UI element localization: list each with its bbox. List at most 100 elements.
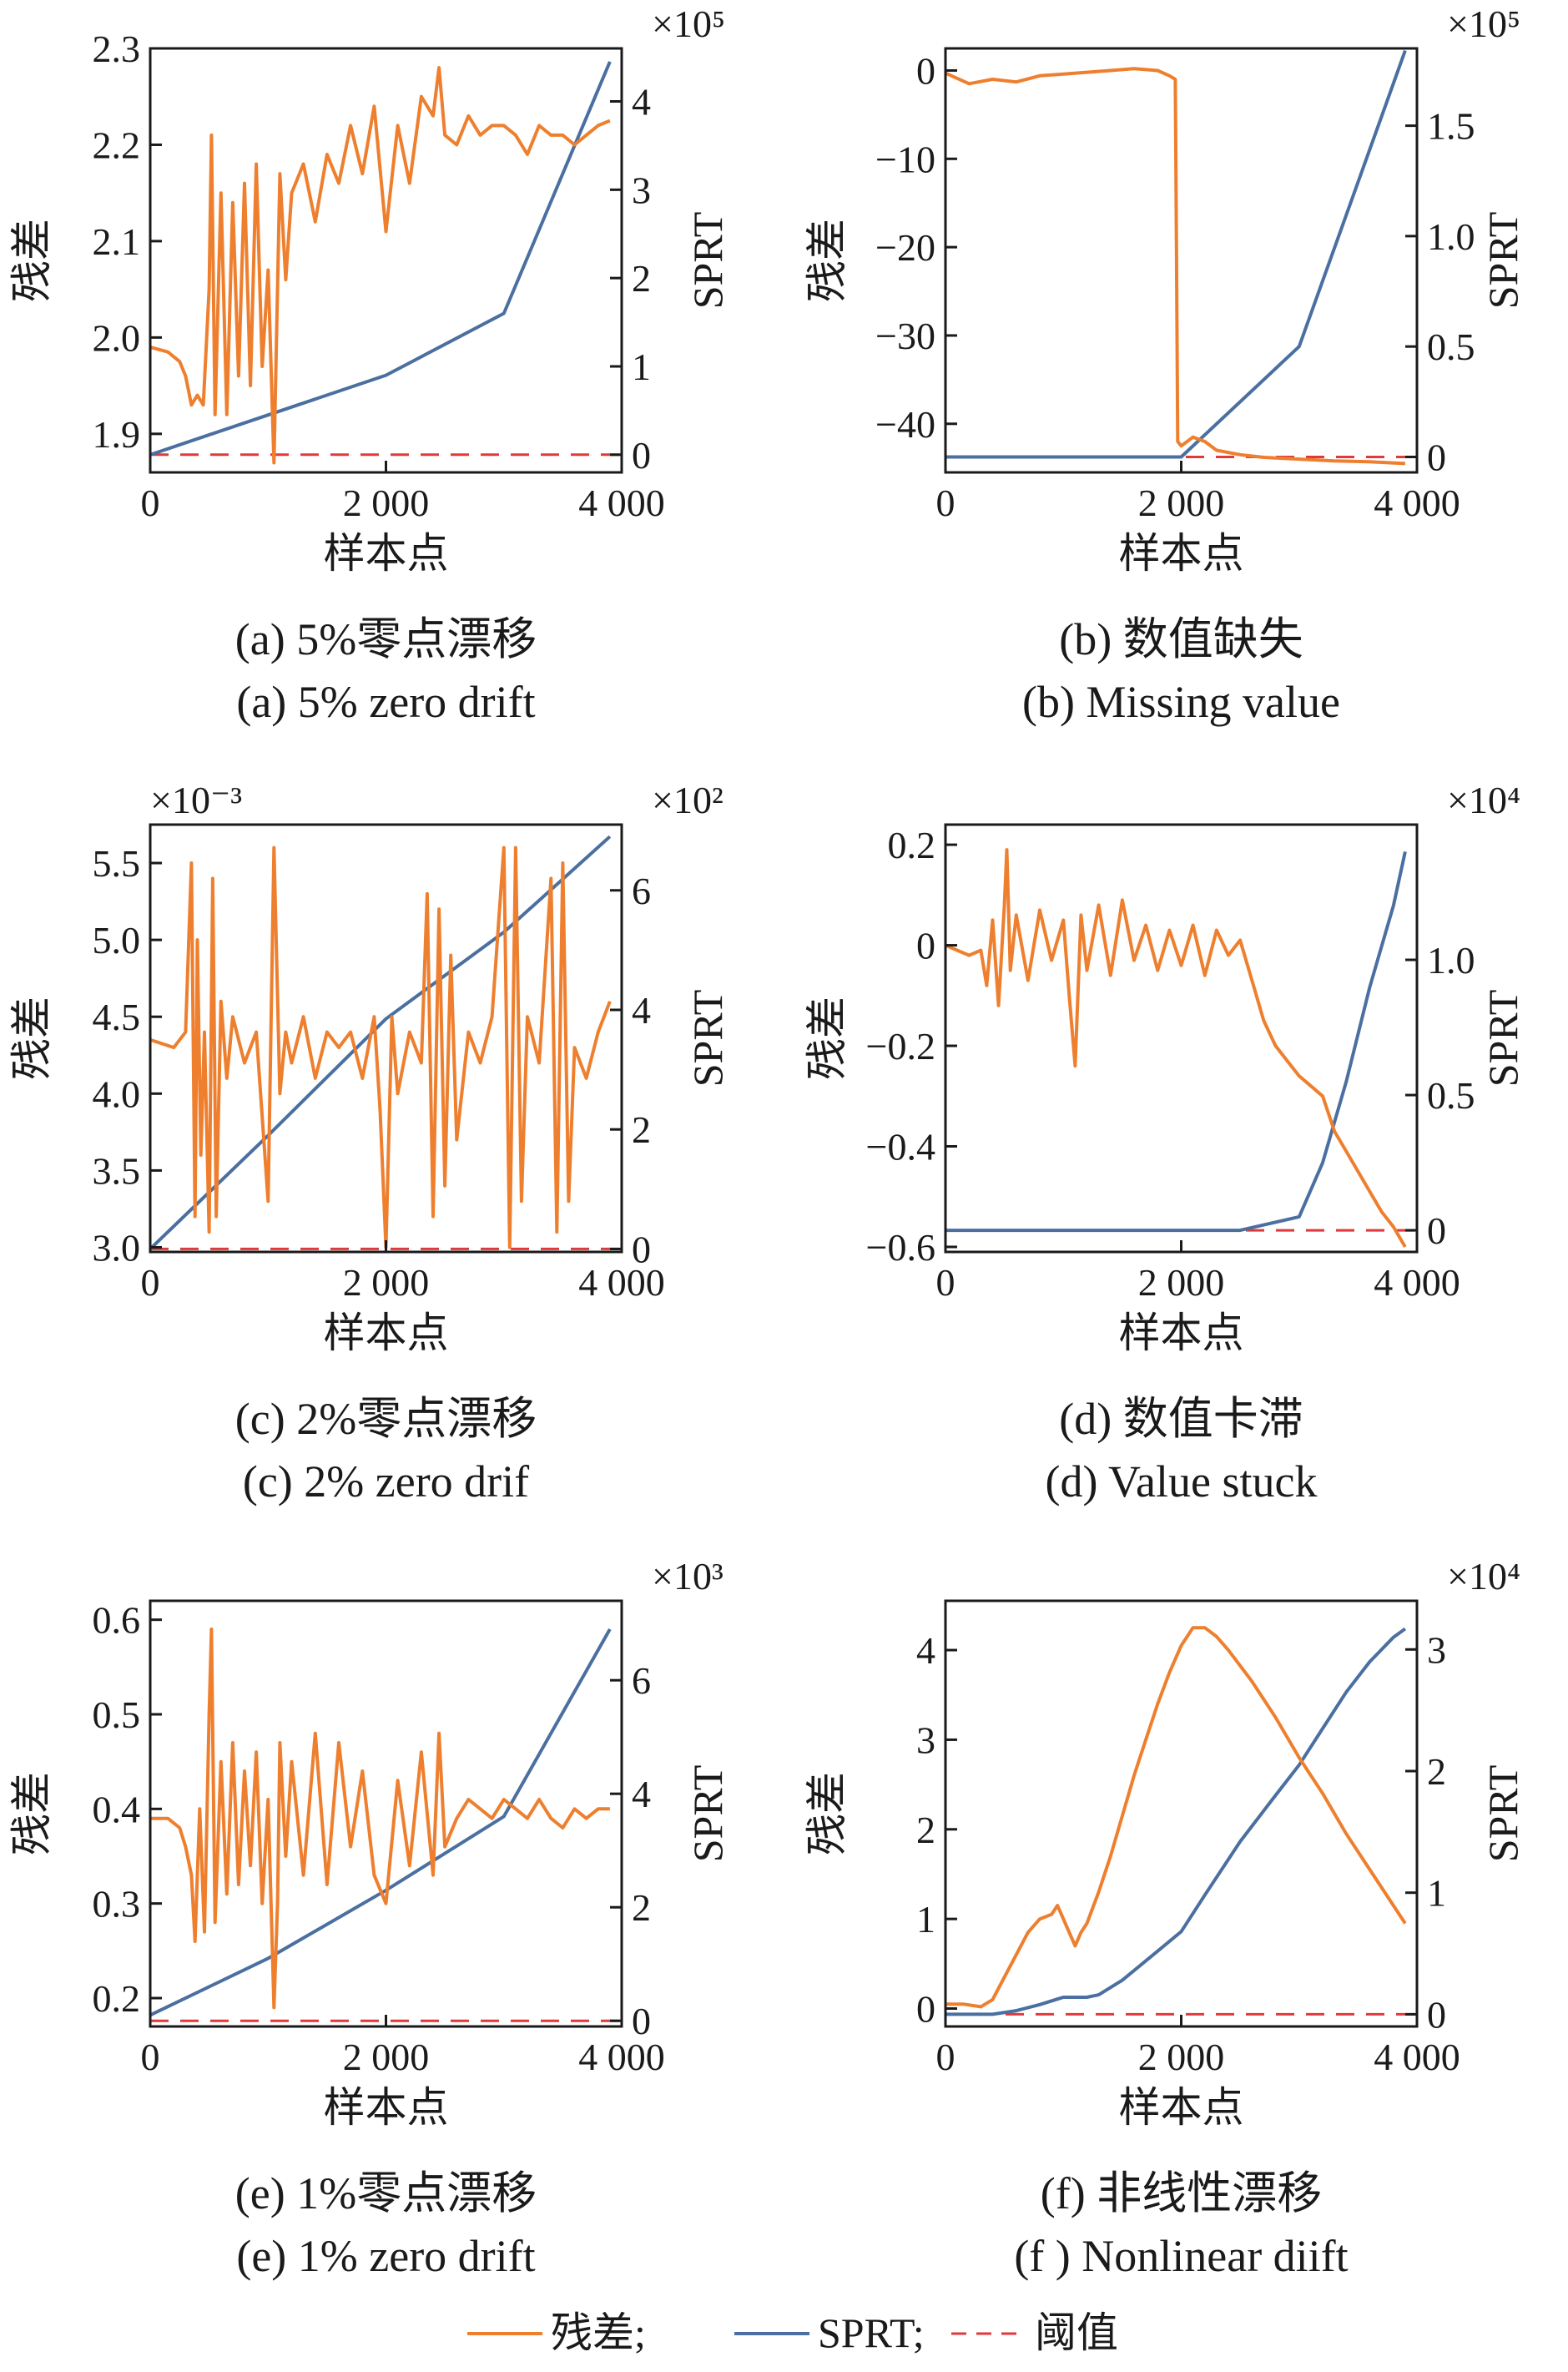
series-group [150,835,622,1250]
legend-label-2: 阈值 [1035,2309,1118,2356]
series-group [150,61,622,465]
left-tick-label: −40 [875,403,935,446]
right-tick-label: 0.5 [1427,1074,1475,1117]
right-tick-label: 6 [632,870,651,912]
right-tick-label: 0 [1427,1993,1446,2036]
series-group [945,848,1417,1249]
caption-cn: (e) 1%零点漂移 [235,2168,537,2218]
left-tick-label: 0.3 [93,1883,141,1925]
left-tick-label: 0.2 [888,824,936,866]
left-exponent-label: ×10⁻³ [150,779,242,821]
right-tick-label: 1.0 [1427,215,1475,258]
right-axis-label: SPRT [684,1765,731,1863]
x-tick-label: 4 000 [578,2036,665,2078]
residual-line [945,67,1405,466]
left-tick-label: 2.3 [93,28,141,70]
x-tick-label: 4 000 [1374,1261,1460,1304]
left-axis-label: 残差 [804,997,850,1080]
left-tick-label: −0.4 [866,1126,935,1168]
left-tick-label: 4.5 [93,996,141,1038]
right-tick-label: 0 [1427,436,1446,478]
left-tick-label: 5.0 [93,919,141,961]
left-tick-label: 0 [916,925,935,967]
caption-en: (a) 5% zero drift [236,677,535,727]
caption-cn: (b) 数值缺失 [1059,614,1303,664]
sprt-line [150,835,612,1250]
right-tick-label: 0 [1427,1209,1446,1252]
sprt-line [945,49,1407,459]
right-tick-label: 2 [1427,1750,1446,1793]
right-tick-label: 0 [632,434,651,477]
x-axis-label: 样本点 [324,530,449,577]
residual-line [150,66,611,465]
x-tick-label: 4 000 [1374,2036,1460,2078]
x-tick-label: 4 000 [578,1261,665,1304]
x-tick-label: 0 [141,2036,160,2078]
right-exponent-label: ×10⁵ [652,3,725,45]
left-axis-label: 残差 [804,1772,850,1855]
sprt-line [150,61,612,457]
left-tick-label: −0.2 [866,1025,935,1067]
caption-cn: (c) 2%零点漂移 [235,1394,537,1444]
left-axis-label: 残差 [8,219,55,302]
left-tick-label: −10 [875,138,935,180]
left-tick-label: 0.6 [93,1599,141,1642]
left-axis-label: 残差 [8,1772,55,1855]
caption-cn: (d) 数值卡滞 [1059,1394,1303,1444]
x-tick-label: 4 000 [1374,482,1460,524]
plot-frame [944,47,1419,474]
caption-cn: (f) 非线性漂移 [1041,2168,1322,2218]
left-tick-label: −0.6 [866,1226,935,1269]
sprt-line [945,850,1407,1233]
left-axis-label: 残差 [8,997,55,1080]
left-axis-label: 残差 [804,219,850,302]
x-tick-label: 2 000 [343,1261,430,1304]
right-tick-label: 2 [632,1108,651,1151]
right-tick-label: 6 [632,1659,651,1702]
series-group [945,1626,1417,2016]
right-tick-label: 2 [632,1886,651,1929]
right-exponent-label: ×10³ [652,1555,723,1597]
series-group [150,1628,622,2022]
right-exponent-label: ×10⁴ [1447,1555,1520,1597]
right-tick-label: 4 [632,81,651,124]
left-tick-label: 1.9 [93,413,141,456]
left-tick-label: 0.4 [93,1788,141,1830]
right-tick-label: 0.5 [1427,326,1475,368]
right-tick-label: 1 [1427,1872,1446,1915]
legend: 残差; SPRT; 阈值 [467,2309,1118,2356]
sprt-line [945,1627,1407,2016]
right-tick-label: 2 [632,257,651,300]
x-tick-label: 0 [936,2036,955,2078]
caption-en: (b) Missing value [1022,677,1340,727]
left-tick-label: 0.5 [93,1693,141,1736]
right-tick-label: 4 [632,989,651,1032]
x-axis-label: 样本点 [1119,530,1244,577]
series-group [945,49,1417,466]
right-exponent-label: ×10⁵ [1447,3,1520,45]
x-tick-label: 0 [936,1261,955,1304]
x-tick-label: 0 [141,1261,160,1304]
right-tick-label: 4 [632,1773,651,1815]
x-axis-label: 样本点 [1119,2084,1244,2131]
x-axis-label: 样本点 [1119,1310,1244,1356]
caption-en: (d) Value stuck [1046,1456,1318,1506]
right-exponent-label: ×10⁴ [1447,779,1520,821]
x-tick-label: 2 000 [1138,2036,1225,2078]
x-axis-label: 样本点 [324,1310,449,1356]
left-tick-label: 2.2 [93,124,141,166]
right-axis-label: SPRT [684,990,731,1088]
right-axis-label: SPRT [684,212,731,310]
caption-en: (e) 1% zero drift [236,2231,535,2281]
residual-line [945,1626,1407,2009]
x-tick-label: 4 000 [578,482,665,524]
legend-label-1: SPRT; [818,2309,925,2356]
left-tick-label: 2 [916,1809,935,1851]
right-tick-label: 1 [632,346,651,388]
plot-frame [149,1599,623,2028]
x-tick-label: 0 [141,482,160,524]
right-axis-label: SPRT [1480,212,1526,310]
left-tick-label: −30 [875,315,935,357]
x-tick-label: 2 000 [1138,1261,1225,1304]
